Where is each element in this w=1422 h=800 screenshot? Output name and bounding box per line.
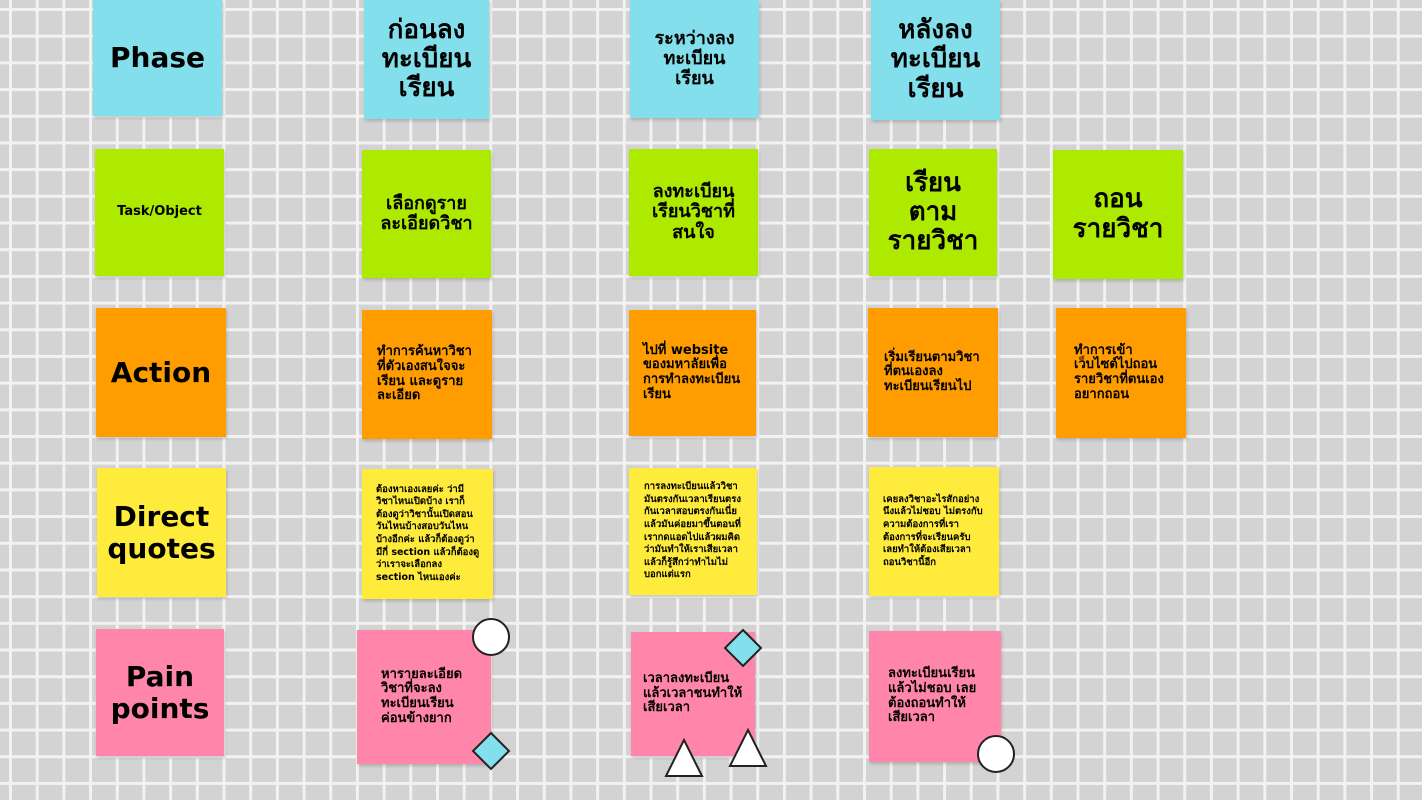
triangle-marker-during-2[interactable] xyxy=(728,727,768,768)
circle-marker-before[interactable] xyxy=(471,616,511,658)
triangle-marker-during-1[interactable] xyxy=(664,737,704,778)
diamond-marker-during[interactable] xyxy=(723,628,763,668)
diamond-marker-before[interactable] xyxy=(471,731,511,771)
quote-during-text: การลงทะเบียนแล้ววิชา มันตรงกันเวลาเรียนต… xyxy=(644,481,741,581)
action-after[interactable]: เริ่มเรียนตามวิชา ที่ตนเองลง ทะเบียนเรีย… xyxy=(868,308,998,437)
task-during[interactable]: ลงทะเบียน เรียนวิชาที่ สนใจ xyxy=(629,149,758,276)
diamond-marker-during-shape xyxy=(723,628,763,668)
triangle-marker-during-2-shape xyxy=(728,727,768,767)
phase-during-text: ระหว่างลง ทะเบียน เรียน xyxy=(654,27,735,90)
quote-after-text: เคยลงวิชาอะไรสักอย่าง นึงแล้วไม่ชอบ ไม่ต… xyxy=(883,493,983,568)
task-before-text: เลือกดูราย ละเอียดวิชา xyxy=(380,192,473,234)
quote-after[interactable]: เคยลงวิชาอะไรสักอย่าง นึงแล้วไม่ชอบ ไม่ต… xyxy=(869,467,999,596)
action-withdraw-text: ทำการเข้า เว็บไซต์ไปถอน รายวิชาที่ตนเอง … xyxy=(1074,342,1164,402)
phase-during[interactable]: ระหว่างลง ทะเบียน เรียน xyxy=(630,0,759,118)
pain-before-text: หารายละเอียด วิชาที่จะลง ทะเบียนเรียน ค่… xyxy=(381,666,463,726)
action-before-text: ทำการค้นหาวิชา ที่ตัวเองสนใจจะ เรียน และ… xyxy=(377,344,472,404)
row-label-task[interactable]: Task/Object xyxy=(95,149,224,276)
pain-during-text: เวลาลงทะเบียน แล้วเวลาชนทำให้ เสียเวลา xyxy=(643,671,743,716)
circle-marker-after-shape xyxy=(977,735,1015,773)
action-during[interactable]: ไปที่ website ของมหาลัยเพื่อ การทำลงทะเบ… xyxy=(629,310,756,436)
pain-before[interactable]: หารายละเอียด วิชาที่จะลง ทะเบียนเรียน ค่… xyxy=(357,630,491,764)
task-after-text: เรียน ตาม รายวิชา xyxy=(887,167,979,257)
row-label-quotes-text: Direct quotes xyxy=(107,500,216,565)
row-label-action[interactable]: Action xyxy=(96,308,226,437)
action-withdraw[interactable]: ทำการเข้า เว็บไซต์ไปถอน รายวิชาที่ตนเอง … xyxy=(1056,308,1186,438)
action-during-text: ไปที่ website ของมหาลัยเพื่อ การทำลงทะเบ… xyxy=(643,342,741,402)
row-label-phase[interactable]: Phase xyxy=(93,0,222,116)
triangle-marker-during-1-shape xyxy=(664,737,704,777)
phase-after-text: หลังลง ทะเบียน เรียน xyxy=(890,15,981,104)
diamond-marker-before-shape xyxy=(471,731,511,771)
task-during-text: ลงทะเบียน เรียนวิชาที่ สนใจ xyxy=(652,181,735,243)
pain-after[interactable]: ลงทะเบียนเรียน แล้วไม่ชอบ เลย ต้องถอนทำใ… xyxy=(869,631,1001,762)
row-label-task-text: Task/Object xyxy=(117,204,202,220)
task-before[interactable]: เลือกดูราย ละเอียดวิชา xyxy=(362,150,491,278)
circle-marker-after[interactable] xyxy=(975,733,1017,775)
phase-before-text: ก่อนลง ทะเบียน เรียน xyxy=(381,14,472,104)
task-withdraw-text: ถอน รายวิชา xyxy=(1072,184,1164,244)
circle-marker-before-shape xyxy=(472,618,510,656)
action-after-text: เริ่มเรียนตามวิชา ที่ตนเองลง ทะเบียนเรีย… xyxy=(884,349,980,394)
row-label-pain-text: Pain points xyxy=(110,660,210,725)
task-withdraw[interactable]: ถอน รายวิชา xyxy=(1053,150,1183,279)
quote-during[interactable]: การลงทะเบียนแล้ววิชา มันตรงกันเวลาเรียนต… xyxy=(629,468,757,595)
row-label-pain[interactable]: Pain points xyxy=(96,629,224,756)
quote-before[interactable]: ต้องหาเองเลยค่ะ ว่ามี วิชาไหนเปิดบ้าง เร… xyxy=(362,469,493,599)
phase-before[interactable]: ก่อนลง ทะเบียน เรียน xyxy=(364,0,489,119)
quote-before-text: ต้องหาเองเลยค่ะ ว่ามี วิชาไหนเปิดบ้าง เร… xyxy=(376,483,480,583)
pain-after-text: ลงทะเบียนเรียน แล้วไม่ชอบ เลย ต้องถอนทำใ… xyxy=(888,666,977,726)
row-label-phase-text: Phase xyxy=(109,41,205,75)
phase-after[interactable]: หลังลง ทะเบียน เรียน xyxy=(871,0,1000,120)
row-label-action-text: Action xyxy=(110,355,212,389)
row-label-quotes[interactable]: Direct quotes xyxy=(97,468,226,597)
task-after[interactable]: เรียน ตาม รายวิชา xyxy=(869,149,997,276)
action-before[interactable]: ทำการค้นหาวิชา ที่ตัวเองสนใจจะ เรียน และ… xyxy=(362,310,492,439)
